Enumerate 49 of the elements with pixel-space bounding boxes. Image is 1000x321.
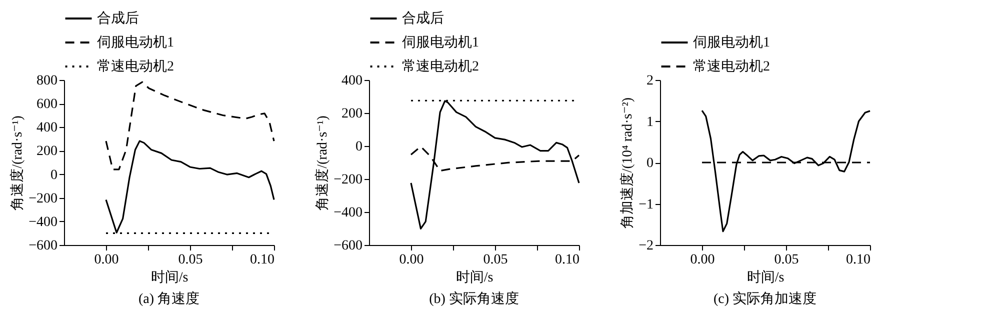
x-tick-label: 0.00	[399, 252, 424, 268]
y-tick-label: −1	[638, 197, 654, 212]
y-tick-label: −2	[638, 238, 654, 254]
line-series	[410, 100, 580, 230]
x-tick-label: 0.05	[774, 252, 799, 268]
y-tick-label: 200	[36, 144, 58, 160]
text: (c) 实际角加速度	[713, 291, 817, 307]
legend-label: 常速电动机2	[97, 58, 174, 74]
legend-label: 伺服电动机1	[693, 34, 770, 50]
x-tick-label: 0.00	[94, 252, 119, 268]
y-tick-label: −200	[28, 191, 58, 206]
x-tick-label: 0.10	[846, 252, 870, 268]
y-tick-label: 2	[646, 74, 654, 88]
y-tick-label: −600	[28, 238, 58, 254]
y-axis-title: 角速度/(rad·s⁻¹)	[10, 115, 26, 210]
text: (b) 实际角速度	[429, 291, 519, 307]
x-tick-label: 0.00	[690, 252, 715, 268]
y-tick-label: 1	[646, 114, 654, 130]
x-axis-title: 时间/s	[746, 270, 784, 286]
y-tick-label: 400	[342, 74, 362, 88]
x-tick-label: 0.05	[178, 252, 203, 268]
y-tick-label: −200	[334, 172, 362, 188]
legend-label: 常速电动机2	[402, 58, 479, 74]
y-tick-label: −400	[28, 214, 58, 230]
line-series	[701, 110, 871, 232]
y-tick-label: 0	[356, 140, 362, 154]
y-tick-label: −600	[334, 238, 362, 254]
y-tick-label: 0	[646, 156, 654, 171]
x-tick-label: 0.05	[483, 252, 508, 268]
y-tick-label: 400	[36, 120, 58, 136]
line-series	[105, 140, 275, 234]
legend-label: 合成后	[402, 10, 444, 26]
legend-label: 伺服电动机1	[402, 34, 479, 50]
y-tick-label: 800	[36, 74, 58, 88]
x-tick-label: 0.10	[555, 252, 580, 268]
legend-label: 常速电动机2	[693, 58, 770, 74]
y-tick-label: −400	[334, 206, 362, 220]
text: (a) 角速度	[138, 291, 200, 307]
x-axis-title: 时间/s	[456, 270, 494, 286]
y-tick-label: 600	[36, 97, 58, 112]
x-axis-title: 时间/s	[150, 270, 188, 286]
line-series	[105, 81, 275, 170]
x-tick-label: 0.10	[250, 252, 274, 268]
legend-label: 伺服电动机1	[97, 34, 174, 50]
y-axis-title: 角加速度/(10⁴ rad·s⁻²)	[620, 97, 636, 229]
legend-label: 合成后	[97, 10, 139, 26]
y-tick-label: 200	[342, 106, 362, 122]
y-axis-title: 角速度/(rad·s⁻¹)	[314, 115, 331, 210]
y-tick-label: 0	[50, 168, 58, 183]
